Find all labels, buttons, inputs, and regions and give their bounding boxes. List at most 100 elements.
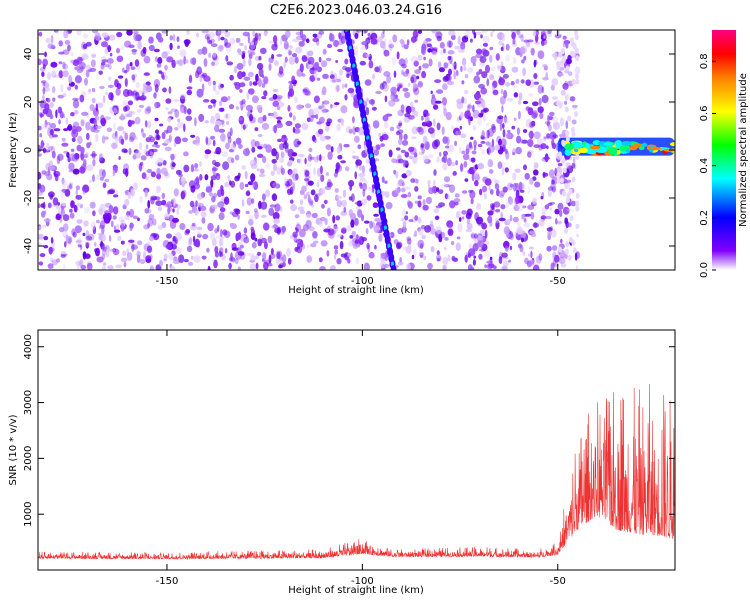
noise-blob (512, 38, 516, 45)
noise-blob (139, 142, 143, 151)
noise-blob (466, 218, 470, 224)
noise-blob (389, 126, 395, 132)
noise-blob (84, 77, 88, 86)
noise-blob (337, 154, 343, 160)
noise-blob (486, 263, 494, 270)
noise-blob (476, 203, 482, 210)
noise-blob (336, 145, 341, 154)
noise-blob (442, 75, 449, 82)
noise-blob (110, 93, 114, 102)
noise-blob (491, 125, 497, 134)
noise-blob (414, 99, 419, 103)
noise-blob (551, 139, 555, 147)
noise-blob (235, 137, 242, 145)
noise-blob (45, 37, 51, 44)
noise-blob (559, 209, 563, 217)
haze-blob (564, 248, 569, 255)
noise-blob (247, 110, 252, 119)
noise-blob (307, 64, 313, 69)
noise-blob (179, 94, 187, 100)
noise-blob (362, 189, 366, 197)
noise-blob (120, 113, 124, 121)
noise-blob (153, 92, 157, 99)
noise-blob (270, 248, 274, 255)
noise-blob (413, 233, 417, 237)
noise-blob (350, 219, 355, 228)
noise-blob (42, 82, 46, 87)
noise-blob (304, 177, 310, 182)
noise-blob (101, 32, 109, 38)
noise-blob (76, 30, 82, 36)
noise-blob (67, 86, 72, 91)
noise-blob (442, 83, 448, 91)
noise-blob (336, 123, 341, 132)
noise-blob (91, 87, 96, 93)
noise-blob (515, 195, 520, 205)
noise-blob (454, 45, 461, 50)
noise-blob (138, 104, 145, 108)
noise-blob (62, 214, 70, 222)
noise-blob (60, 84, 64, 93)
noise-blob (468, 248, 476, 257)
noise-blob (326, 172, 329, 177)
snr-series-line (38, 383, 675, 561)
noise-blob (439, 151, 442, 157)
noise-blob (498, 65, 502, 71)
noise-blob (391, 158, 397, 164)
noise-blob (508, 233, 514, 241)
noise-blob (453, 198, 461, 203)
noise-blob (127, 100, 133, 106)
noise-blob (68, 75, 72, 84)
noise-blob (74, 84, 78, 90)
noise-blob (393, 70, 397, 78)
noise-blob (259, 168, 265, 174)
noise-blob (339, 68, 344, 76)
colorbar (712, 30, 736, 270)
noise-blob (108, 34, 116, 41)
noise-blob (390, 86, 398, 95)
noise-blob (85, 64, 92, 70)
noise-blob (321, 203, 325, 209)
noise-blob (237, 231, 242, 240)
noise-blob (83, 220, 89, 227)
noise-blob (276, 53, 283, 57)
noise-blob (223, 196, 230, 205)
haze-blob (571, 51, 576, 58)
noise-blob (201, 217, 206, 224)
noise-blob (125, 63, 130, 72)
noise-blob (257, 238, 263, 247)
noise-blob (178, 254, 185, 263)
noise-blob (195, 70, 200, 79)
noise-blob (59, 111, 64, 119)
noise-blob (85, 121, 91, 131)
noise-blob (42, 64, 46, 70)
noise-blob (455, 70, 459, 77)
noise-blob (319, 135, 326, 142)
noise-blob (435, 205, 443, 209)
noise-blob (173, 188, 179, 197)
noise-blob (275, 250, 281, 259)
noise-blob (91, 221, 96, 231)
noise-blob (361, 41, 368, 46)
noise-blob (135, 82, 141, 89)
noise-blob (175, 169, 182, 175)
noise-blob (122, 204, 127, 210)
noise-blob (104, 178, 110, 183)
noise-blob (306, 117, 311, 123)
noise-blob (165, 107, 169, 111)
noise-blob (172, 257, 179, 262)
noise-blob (271, 193, 278, 202)
noise-blob (490, 31, 493, 37)
noise-blob (471, 173, 475, 182)
noise-blob (186, 86, 193, 90)
noise-blob (319, 266, 326, 270)
noise-blob (417, 200, 422, 208)
noise-blob (269, 253, 276, 259)
noise-blob (129, 208, 135, 218)
noise-blob (486, 260, 493, 264)
noise-blob (51, 259, 58, 266)
noise-blob (313, 167, 316, 176)
haze-blob (569, 37, 574, 44)
noise-blob (458, 146, 462, 154)
